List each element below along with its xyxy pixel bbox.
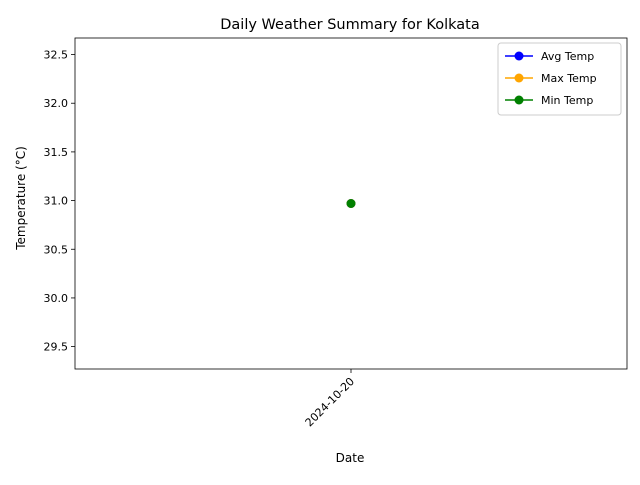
y-axis: 29.5 30.0 30.5 31.0 31.5 32.0 32.5: [44, 49, 75, 354]
legend-label: Max Temp: [541, 72, 597, 85]
y-tick-label: 30.5: [44, 243, 69, 256]
y-tick-label: 31.5: [44, 146, 69, 159]
y-tick-label: 29.5: [44, 341, 69, 354]
legend: Avg Temp Max Temp Min Temp: [497, 42, 622, 116]
y-axis-label: Temperature (°C): [14, 146, 28, 251]
series-layer: [346, 199, 356, 208]
legend-label: Min Temp: [541, 94, 593, 107]
legend-frame: [497, 42, 622, 116]
y-tick-label: 30.0: [44, 292, 69, 305]
y-tick-label: 32.5: [44, 49, 69, 62]
y-tick-label: 31.0: [44, 195, 69, 208]
x-axis-label: Date: [336, 451, 365, 465]
chart-title: Daily Weather Summary for Kolkata: [220, 17, 479, 33]
legend-marker: [514, 95, 524, 105]
data-point: [346, 199, 356, 208]
legend-marker: [514, 73, 524, 83]
legend-marker: [514, 51, 524, 61]
legend-label: Avg Temp: [541, 50, 594, 63]
y-tick-label: 32.0: [44, 97, 69, 110]
